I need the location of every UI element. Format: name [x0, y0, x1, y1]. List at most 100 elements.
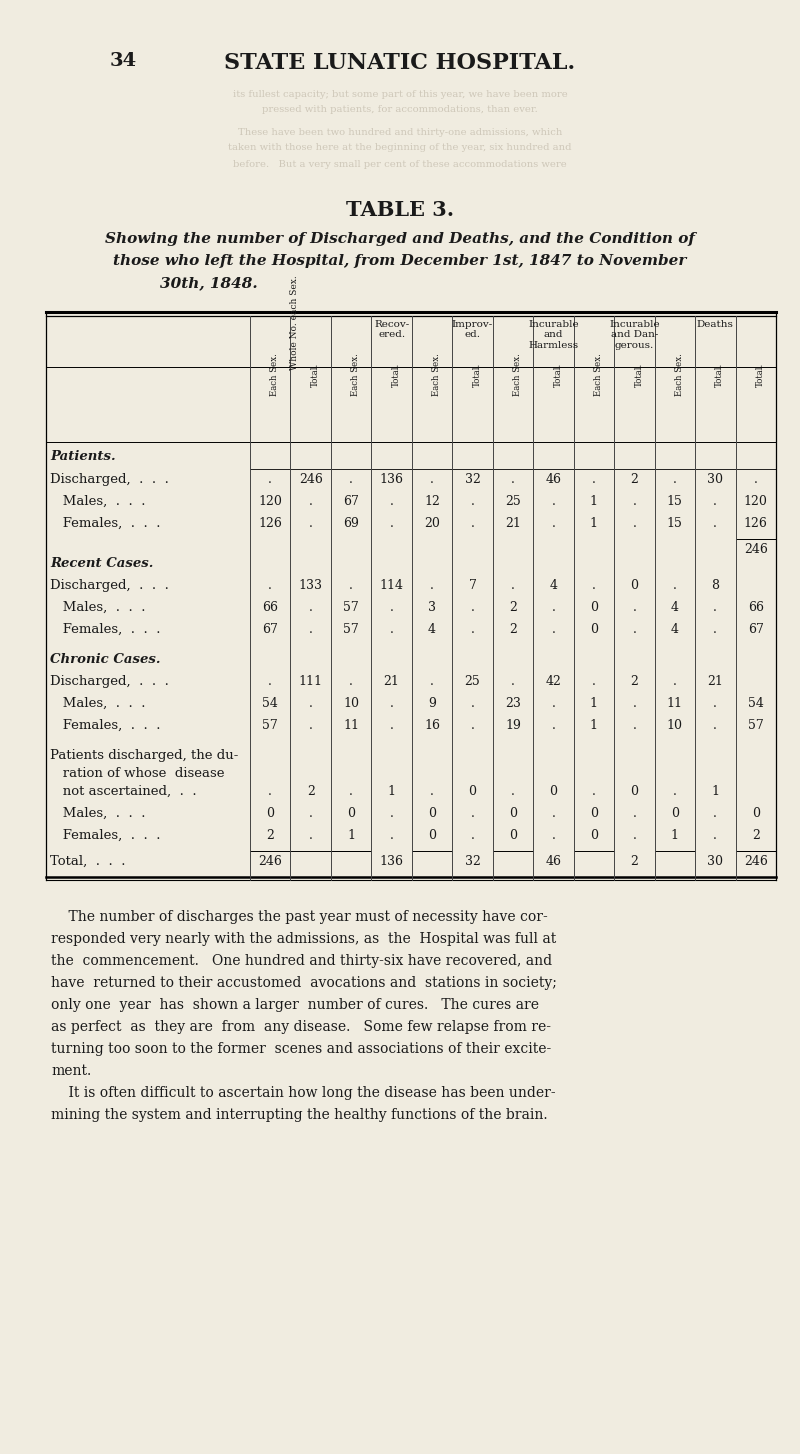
- Text: 46: 46: [546, 473, 562, 486]
- Text: .: .: [390, 494, 394, 507]
- Text: .: .: [390, 718, 394, 731]
- Text: ration of whose  disease: ration of whose disease: [50, 768, 225, 779]
- Text: only one  year  has  shown a larger  number of cures.   The cures are: only one year has shown a larger number …: [51, 997, 539, 1012]
- Text: Discharged,  .  .  .: Discharged, . . .: [50, 675, 169, 688]
- Text: 25: 25: [465, 675, 481, 688]
- Text: 136: 136: [380, 855, 404, 868]
- Text: before.   But a very small per cent of these accommodations were: before. But a very small per cent of the…: [233, 160, 567, 169]
- Text: 0: 0: [266, 807, 274, 820]
- Text: .: .: [268, 579, 272, 592]
- Text: .: .: [633, 622, 636, 635]
- Text: turning too soon to the former  scenes and associations of their excite-: turning too soon to the former scenes an…: [51, 1043, 551, 1056]
- Text: 0: 0: [630, 579, 638, 592]
- Text: .: .: [511, 579, 515, 592]
- Text: .: .: [633, 696, 636, 710]
- Text: Chronic Cases.: Chronic Cases.: [50, 653, 161, 666]
- Text: 126: 126: [744, 518, 768, 531]
- Text: .: .: [390, 518, 394, 531]
- Text: 2: 2: [509, 601, 517, 614]
- Text: .: .: [390, 696, 394, 710]
- Text: .: .: [633, 807, 636, 820]
- Text: 0: 0: [469, 785, 477, 798]
- Text: 2: 2: [266, 829, 274, 842]
- Text: 4: 4: [671, 622, 679, 635]
- Text: Discharged,  .  .  .: Discharged, . . .: [50, 473, 169, 486]
- Text: 2: 2: [630, 675, 638, 688]
- Text: 21: 21: [384, 675, 399, 688]
- Text: 0: 0: [630, 785, 638, 798]
- Text: Females,  .  .  .: Females, . . .: [50, 718, 161, 731]
- Text: .: .: [633, 518, 636, 531]
- Text: 120: 120: [744, 494, 768, 507]
- Text: .: .: [551, 518, 555, 531]
- Text: 246: 246: [298, 473, 322, 486]
- Text: .: .: [430, 473, 434, 486]
- Text: Males,  .  .  .: Males, . . .: [50, 494, 146, 507]
- Text: 1: 1: [590, 494, 598, 507]
- Text: .: .: [511, 473, 515, 486]
- Text: 7: 7: [469, 579, 477, 592]
- Text: .: .: [551, 622, 555, 635]
- Text: Incurable
and
Harmless: Incurable and Harmless: [528, 320, 578, 350]
- Text: .: .: [551, 494, 555, 507]
- Text: 0: 0: [550, 785, 558, 798]
- Text: 2: 2: [630, 855, 638, 868]
- Text: Total.: Total.: [634, 364, 643, 387]
- Text: Each Sex.: Each Sex.: [432, 353, 441, 397]
- Text: have  returned to their accustomed  avocations and  stations in society;: have returned to their accustomed avocat…: [51, 976, 557, 990]
- Text: Patients discharged, the du-: Patients discharged, the du-: [50, 749, 238, 762]
- Text: .: .: [470, 718, 474, 731]
- Text: 66: 66: [748, 601, 764, 614]
- Text: .: .: [633, 718, 636, 731]
- Text: .: .: [673, 473, 677, 486]
- Text: .: .: [592, 785, 596, 798]
- Text: .: .: [309, 807, 313, 820]
- Text: 126: 126: [258, 518, 282, 531]
- Text: 2: 2: [630, 473, 638, 486]
- Text: .: .: [390, 829, 394, 842]
- Text: 30: 30: [707, 473, 723, 486]
- Text: .: .: [673, 675, 677, 688]
- Text: Total.: Total.: [756, 364, 765, 387]
- Text: Each Sex.: Each Sex.: [513, 353, 522, 397]
- Text: .: .: [714, 696, 718, 710]
- Text: 57: 57: [343, 601, 359, 614]
- Text: not ascertained,  .  .: not ascertained, . .: [50, 785, 197, 798]
- Text: Total.: Total.: [310, 364, 320, 387]
- Text: STATE LUNATIC HOSPITAL.: STATE LUNATIC HOSPITAL.: [225, 52, 575, 74]
- Text: 0: 0: [347, 807, 355, 820]
- Text: 11: 11: [343, 718, 359, 731]
- Text: .: .: [633, 829, 636, 842]
- Text: 0: 0: [590, 807, 598, 820]
- Text: 46: 46: [546, 855, 562, 868]
- Text: 0: 0: [671, 807, 679, 820]
- Text: 0: 0: [752, 807, 760, 820]
- Text: .: .: [592, 675, 596, 688]
- Text: .: .: [551, 718, 555, 731]
- Text: 133: 133: [298, 579, 322, 592]
- Text: .: .: [714, 807, 718, 820]
- Text: 32: 32: [465, 855, 481, 868]
- Text: 42: 42: [546, 675, 562, 688]
- Text: 1: 1: [590, 696, 598, 710]
- Text: Total.: Total.: [715, 364, 724, 387]
- Text: .: .: [633, 494, 636, 507]
- Text: 57: 57: [748, 718, 764, 731]
- Text: .: .: [714, 518, 718, 531]
- Text: .: .: [470, 601, 474, 614]
- Text: 32: 32: [465, 473, 481, 486]
- Text: 0: 0: [509, 807, 517, 820]
- Text: .: .: [673, 785, 677, 798]
- Text: mining the system and interrupting the healthy functions of the brain.: mining the system and interrupting the h…: [51, 1108, 548, 1122]
- Text: .: .: [470, 494, 474, 507]
- Text: 69: 69: [343, 518, 359, 531]
- Text: 1: 1: [590, 518, 598, 531]
- Text: 10: 10: [343, 696, 359, 710]
- Text: TABLE 3.: TABLE 3.: [346, 201, 454, 220]
- Text: Females,  .  .  .: Females, . . .: [50, 829, 161, 842]
- Text: .: .: [309, 601, 313, 614]
- Text: 2: 2: [752, 829, 760, 842]
- Text: 25: 25: [505, 494, 521, 507]
- Text: pressed with patients, for accommodations, than ever.: pressed with patients, for accommodation…: [262, 105, 538, 113]
- Text: 120: 120: [258, 494, 282, 507]
